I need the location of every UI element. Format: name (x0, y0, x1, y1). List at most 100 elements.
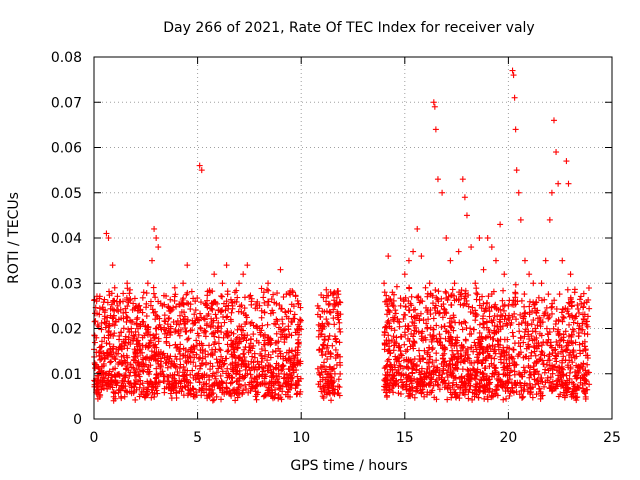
background-point (166, 342, 173, 349)
background-point (196, 386, 203, 393)
background-point (95, 349, 102, 356)
data-point (434, 176, 441, 183)
background-point (500, 287, 507, 294)
background-point (153, 331, 160, 338)
background-point (100, 306, 107, 313)
background-point (161, 330, 168, 337)
data-point (542, 257, 549, 264)
background-point (189, 327, 196, 334)
background-point (105, 323, 112, 330)
background-point (106, 341, 113, 348)
background-point (241, 332, 248, 339)
background-point (207, 366, 214, 373)
background-point (132, 396, 139, 403)
background-point (286, 331, 293, 338)
background-point (187, 306, 194, 313)
background-point (152, 294, 159, 301)
data-point (459, 176, 466, 183)
data-point (180, 280, 187, 287)
data-point (277, 266, 284, 273)
background-point (148, 348, 155, 355)
background-point (197, 324, 204, 331)
background-point (130, 300, 137, 307)
background-point (96, 305, 103, 312)
background-point (127, 361, 134, 368)
background-point (224, 374, 231, 381)
background-point (139, 294, 146, 301)
background-point (540, 339, 547, 346)
background-point (438, 324, 445, 331)
background-point (223, 331, 230, 338)
background-point (471, 339, 478, 346)
background-point (337, 328, 344, 335)
data-point (463, 212, 470, 219)
background-point (406, 285, 413, 292)
background-point (154, 357, 161, 364)
data-point (563, 158, 570, 165)
background-point (121, 342, 128, 349)
background-point (126, 372, 133, 379)
background-point (248, 319, 255, 326)
background-point (319, 352, 326, 359)
background-point (331, 321, 338, 328)
background-point (275, 395, 282, 402)
data-points (91, 67, 593, 404)
background-point (257, 331, 264, 338)
background-point (392, 310, 399, 317)
background-point (295, 339, 302, 346)
background-point (204, 288, 211, 295)
background-point (137, 346, 144, 353)
data-point (505, 302, 512, 309)
background-point (548, 304, 555, 311)
background-point (172, 364, 179, 371)
background-point (227, 389, 234, 396)
data-point (447, 257, 454, 264)
data-point (109, 262, 116, 269)
data-point (538, 280, 545, 287)
background-point (267, 392, 274, 399)
background-point (297, 317, 304, 324)
background-point (98, 320, 105, 327)
data-point (414, 225, 421, 232)
background-point (137, 323, 144, 330)
background-point (191, 393, 198, 400)
background-point (109, 315, 116, 322)
background-point (155, 338, 162, 345)
background-point (107, 383, 114, 390)
background-point (511, 310, 518, 317)
data-point (393, 334, 400, 341)
background-point (576, 296, 583, 303)
background-point (197, 310, 204, 317)
background-point (174, 368, 181, 375)
background-point (473, 285, 480, 292)
background-point (202, 301, 209, 308)
background-point (274, 290, 281, 297)
data-point (184, 262, 191, 269)
background-point (280, 293, 287, 300)
background-point (273, 330, 280, 337)
background-point (183, 328, 190, 335)
background-point (131, 295, 138, 302)
x-tick-label: 25 (603, 430, 621, 446)
background-point (170, 319, 177, 326)
background-point (401, 341, 408, 348)
background-point (197, 347, 204, 354)
background-point (163, 338, 170, 345)
background-point (571, 286, 578, 293)
background-point (147, 298, 154, 305)
background-point (197, 354, 204, 361)
background-point (520, 364, 527, 371)
background-point (278, 396, 285, 403)
background-point (383, 394, 390, 401)
background-point (144, 354, 151, 361)
background-point (223, 384, 230, 391)
background-point (462, 319, 469, 326)
background-point (96, 311, 103, 318)
background-point (548, 310, 555, 317)
background-point (189, 317, 196, 324)
background-point (509, 329, 516, 336)
background-point (264, 302, 271, 309)
background-point (180, 363, 187, 370)
background-point (213, 393, 220, 400)
